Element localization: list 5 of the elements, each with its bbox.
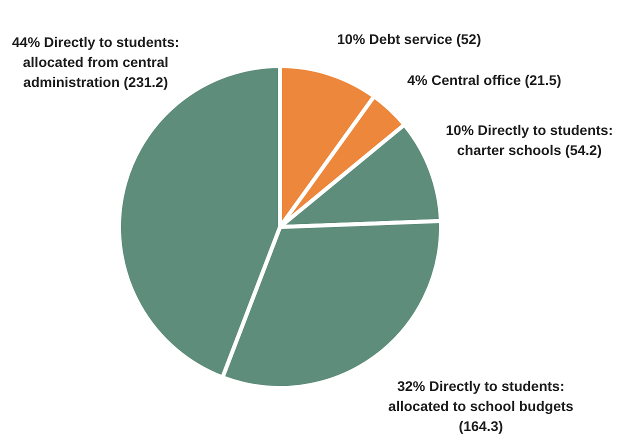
slice-label: 10% Debt service (52) — [337, 30, 482, 47]
slice-label: 4% Central office (21.5) — [407, 72, 562, 88]
slice-label: 10% Directly to students: charter schools (54.2) — [446, 122, 613, 158]
slice-label: 32% Directly to students: allocated to school budgets (164.3) — [388, 378, 574, 434]
slice-label: 44% Directly to students: allocated from central administration (231.2) — [12, 34, 180, 90]
